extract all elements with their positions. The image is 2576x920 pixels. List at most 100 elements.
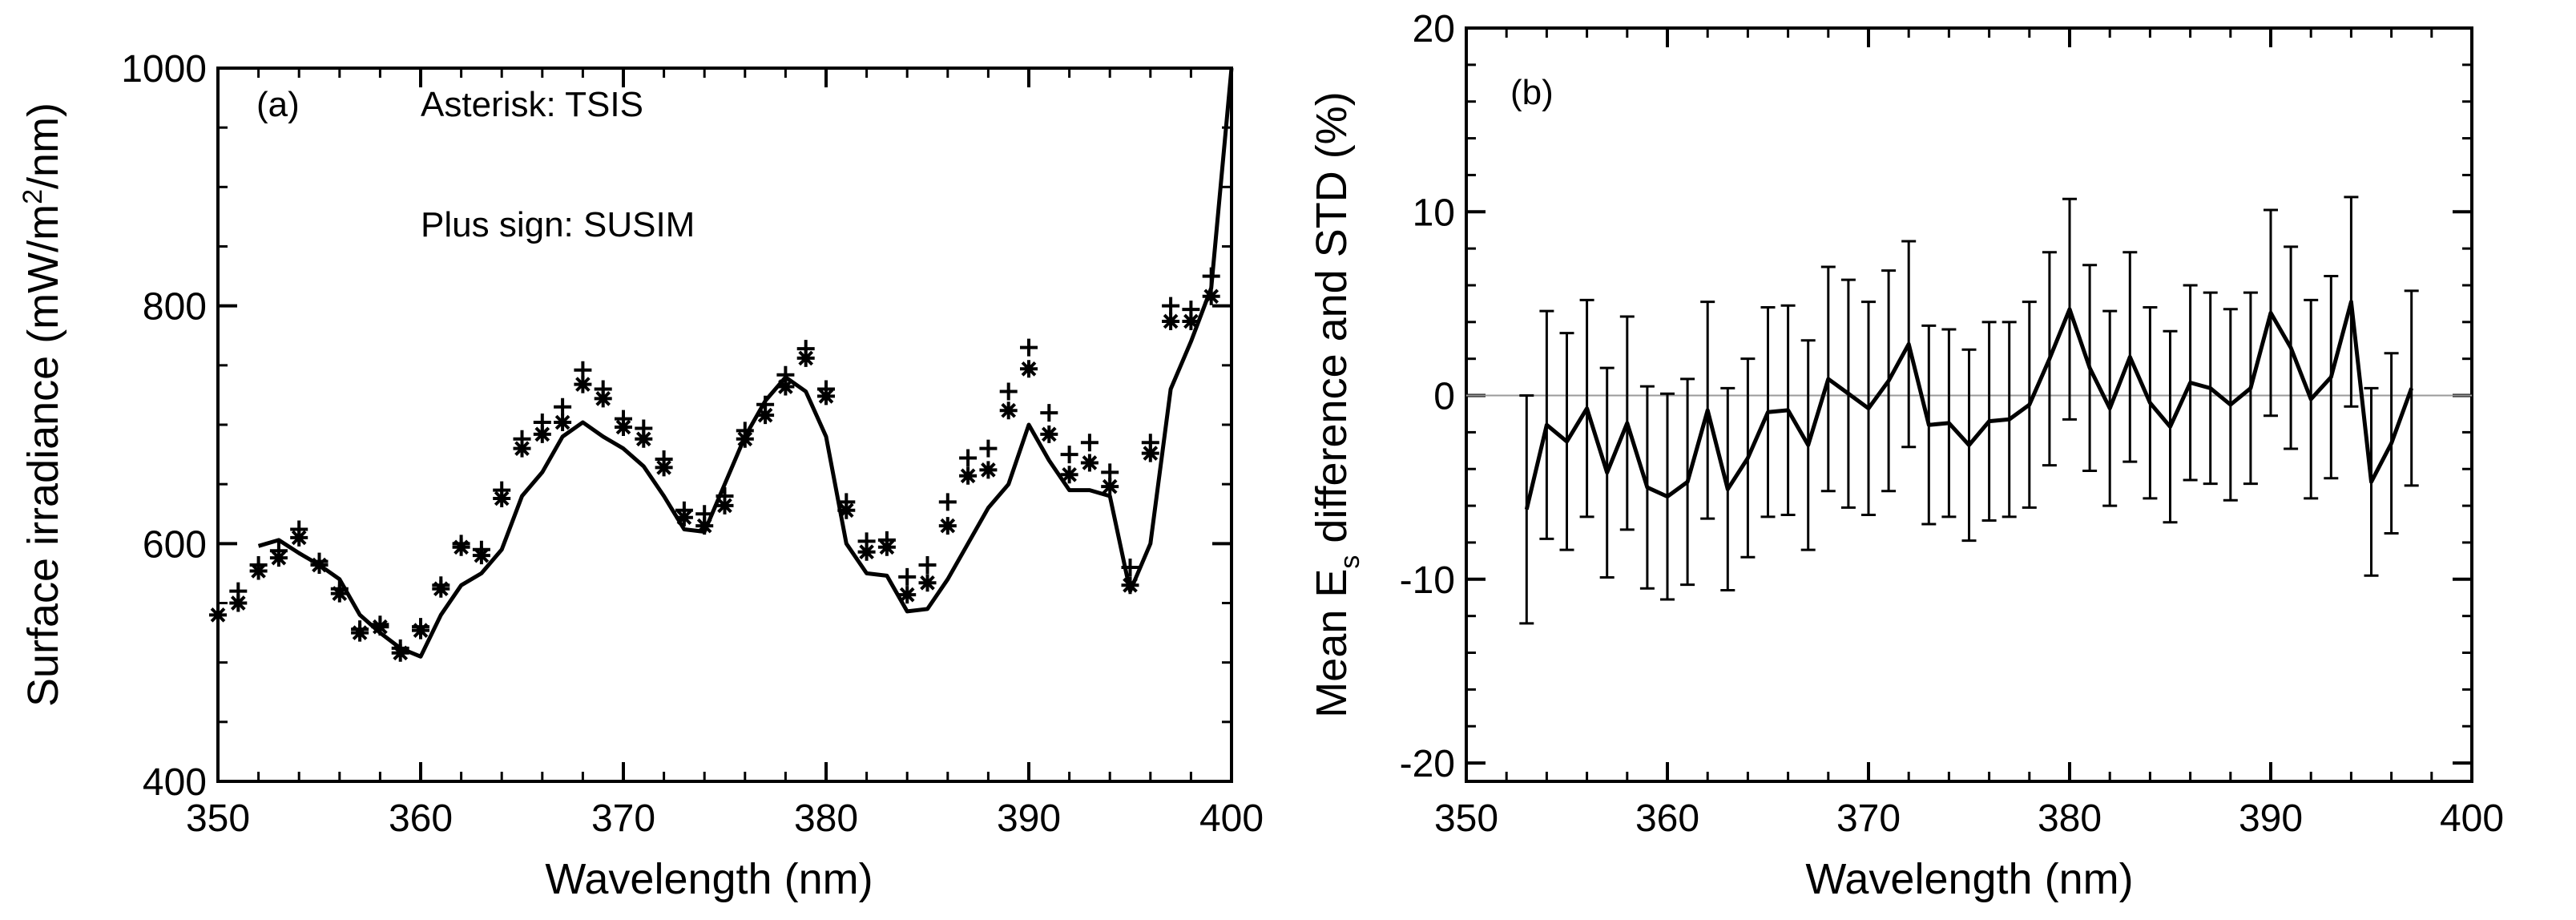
susim-point [979,439,998,458]
panel-b-x-tick-label: 360 [1635,797,1699,840]
susim-point [796,340,815,358]
tsis-point [776,377,795,396]
susim-point [716,487,734,505]
susim-point [269,542,288,560]
susim-point [229,582,248,600]
tsis-point [1080,454,1099,472]
tsis-point [756,406,775,425]
panel-b-x-tick-label: 380 [2038,797,2102,840]
susim-point [330,579,349,598]
susim-point [554,397,572,416]
susim-point [736,422,754,440]
panel-a-plot-frame [216,67,1233,783]
tsis-point [959,466,978,485]
panel-b-y-tick-label: -20 [1400,743,1455,785]
panel-b: Mean Es difference and STD (%) Wavelengt… [1308,8,2504,903]
panel-b-y-tick-label: 20 [1413,8,1455,50]
susim-point [1020,338,1038,357]
susim-point [249,556,268,575]
susim-point [695,505,714,523]
error-bar [2404,289,2419,487]
panel-a-x-tick-label: 390 [997,797,1061,840]
susim-point [574,361,592,379]
tsis-point [533,425,551,443]
susim-point [1060,446,1078,464]
susim-point [452,535,470,553]
tsis-point [1101,478,1119,496]
susim-point [371,615,389,634]
panel-a-y-tick-label: 1000 [121,48,207,91]
susim-point [635,419,653,438]
tsis-point [513,439,531,458]
tsis-point [796,349,815,367]
susim-point [533,414,551,432]
susim-point [472,540,490,559]
susim-point [594,380,612,398]
tsis-point [1060,466,1078,484]
panel-a-ylabel: Surface irradiance (mW/m2/nm) [18,103,67,707]
panel-a-y-tick-label: 600 [143,523,207,566]
susim-point [655,450,673,469]
tsis-point [594,389,612,408]
tsis-point [574,375,592,393]
tsis-point [1040,425,1058,443]
tsis-point [1182,312,1200,330]
panel-b-xlabel: Wavelength (nm) [1805,855,2133,903]
tsis-point [695,517,714,535]
legend-susim: Plus sign: SUSIM [421,205,695,244]
panel-a-x-tick-label: 370 [591,797,655,840]
susim-point [837,493,856,511]
tsis-point [229,594,248,612]
panel-a-x-tick-label: 400 [1199,797,1264,840]
tsis-point [898,586,917,604]
panel-a: Surface irradiance (mW/m2/nm) Wavelength… [18,48,1264,903]
panel-a-y-tick-label: 400 [143,761,207,804]
susim-point [1101,463,1119,482]
susim-point [1141,434,1159,452]
susim-point [310,552,329,571]
susim-point [938,493,957,511]
panel-a-x-tick-label: 350 [186,797,250,840]
susim-point [776,365,795,384]
tsis-point [857,543,876,561]
susim-point [1040,404,1058,422]
tsis-point [1202,287,1220,305]
susim-point [817,380,835,398]
susim-point [513,430,531,448]
panel-b-y-tick-label: -10 [1400,559,1455,602]
tsis-point [938,517,957,535]
panel-b-y-tick-label: 10 [1413,192,1455,234]
tsis-point [635,430,653,448]
tsis-point [1141,444,1159,462]
susim-point [857,532,876,551]
tsis-point [999,401,1018,420]
tsis-point [554,414,572,432]
tsis-point [918,574,937,592]
tsis-point [209,606,227,624]
susim-point [351,620,369,639]
susim-point [1182,301,1200,319]
tsis-point [716,496,734,514]
susim-point [959,449,978,467]
panel-a-x-tick-label: 380 [794,797,858,840]
panel-b-x-tick-label: 370 [1836,797,1901,840]
susim-point [493,481,511,499]
legend-tsis: Asterisk: TSIS [421,85,643,124]
mean-difference-line [1524,300,2414,510]
model-line [257,67,1234,659]
susim-point [756,395,775,414]
susim-point [615,410,632,428]
panel-b-ylabel: Mean Es difference and STD (%) [1308,91,1365,717]
susim-point [391,639,409,657]
panel-a-label: (a) [256,85,300,124]
susim-point [877,531,896,549]
susim-point [1080,434,1099,452]
susim-point [898,567,917,586]
panel-b-label: (b) [1510,73,1554,112]
susim-point [918,556,937,575]
tsis-point [1121,576,1139,595]
panel-a-xlabel: Wavelength (nm) [545,855,873,903]
panel-b-x-tick-label: 400 [2440,797,2504,840]
panel-b-y-tick-label: 0 [1433,376,1455,418]
